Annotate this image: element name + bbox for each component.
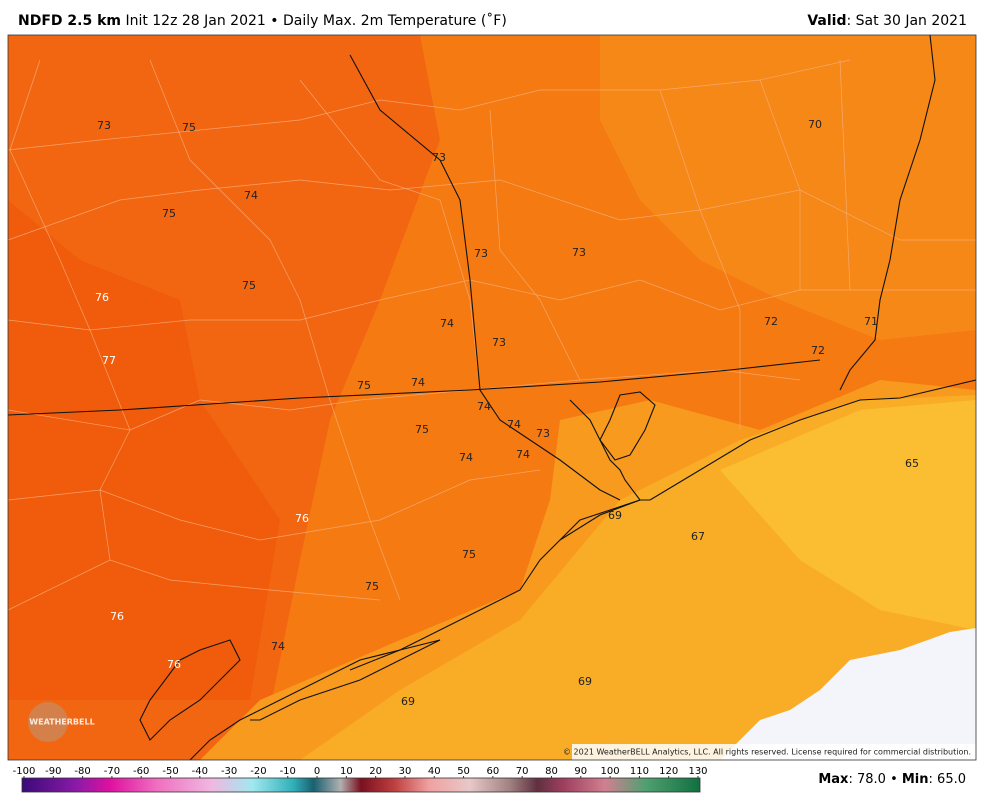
- map-label: 72: [811, 344, 825, 357]
- colorbar-tick-label: 10: [340, 766, 353, 777]
- map-label: 70: [808, 118, 822, 131]
- map-label: 74: [516, 448, 530, 461]
- map: 73 75 73 70 74 75 73 73 75 76 74 72 71 7…: [8, 35, 976, 760]
- map-label: 74: [507, 418, 521, 431]
- colorbar-tick-label: 30: [399, 766, 412, 777]
- map-label: 75: [242, 279, 256, 292]
- map-label: 74: [477, 400, 491, 413]
- colorbar-tick-label: -20: [250, 766, 266, 777]
- map-label: 75: [162, 207, 176, 220]
- map-label: 76: [95, 291, 109, 304]
- colorbar-tick-label: 40: [428, 766, 441, 777]
- map-label: 74: [440, 317, 454, 330]
- colorbar-tick-label: 70: [516, 766, 529, 777]
- map-label: 76: [167, 658, 181, 671]
- header-right: Valid: Sat 30 Jan 2021: [807, 13, 967, 29]
- map-label: 73: [572, 246, 586, 259]
- map-label: 76: [110, 610, 124, 623]
- map-label: 69: [578, 675, 592, 688]
- map-label: 73: [97, 119, 111, 132]
- colorbar-tick-label: 90: [574, 766, 587, 777]
- map-label: 73: [492, 336, 506, 349]
- map-label: 73: [536, 427, 550, 440]
- colorbar-tick-label: 80: [545, 766, 558, 777]
- colorbar-tick-label: 60: [487, 766, 500, 777]
- colorbar-tick-label: 0: [314, 766, 320, 777]
- colorbar-tick-label: 120: [659, 766, 678, 777]
- colorbar-tick-label: -90: [45, 766, 61, 777]
- footer-stats: Max: 78.0 • Min: 65.0: [818, 772, 966, 787]
- copyright: © 2021 WeatherBELL Analytics, LLC. All r…: [563, 748, 971, 757]
- map-label: 75: [462, 548, 476, 561]
- colorbar-tick-label: 20: [369, 766, 382, 777]
- colorbar-tick-label: -100: [13, 766, 36, 777]
- map-label: 74: [411, 376, 425, 389]
- logo-text: WEATHERBELL: [29, 718, 94, 727]
- header-left: NDFD 2.5 km Init 12z 28 Jan 2021 • Daily…: [18, 12, 507, 29]
- map-label: 75: [182, 121, 196, 134]
- colorbar-tick-label: -40: [192, 766, 208, 777]
- map-label: 74: [459, 451, 473, 464]
- colorbar-tick-label: -50: [162, 766, 178, 777]
- map-label: 75: [365, 580, 379, 593]
- map-label: 74: [271, 640, 285, 653]
- colorbar-tick-label: -10: [280, 766, 296, 777]
- map-label: 73: [474, 247, 488, 260]
- colorbar-tick-label: -30: [221, 766, 237, 777]
- map-label: 71: [864, 315, 878, 328]
- map-label: 67: [691, 530, 705, 543]
- map-label: 77: [102, 354, 116, 367]
- map-label: 69: [401, 695, 415, 708]
- map-label: 72: [764, 315, 778, 328]
- colorbar-tick-label: 100: [601, 766, 620, 777]
- map-label: 74: [244, 189, 258, 202]
- colorbar-tick-label: 110: [630, 766, 649, 777]
- map-label: 76: [295, 512, 309, 525]
- colorbar-tick-label: 50: [457, 766, 470, 777]
- colorbar-tick-label: 130: [688, 766, 707, 777]
- logo-mark: [28, 702, 68, 742]
- map-label: 65: [905, 457, 919, 470]
- map-label: 69: [608, 509, 622, 522]
- map-label: 73: [432, 151, 446, 164]
- map-label: 75: [357, 379, 371, 392]
- map-label: 75: [415, 423, 429, 436]
- colorbar: [21, 777, 701, 793]
- colorbar-tick-label: -70: [104, 766, 120, 777]
- colorbar-ticks: -100 -90 -80 -70 -60 -50 -40 -30 -20 -10 0 10 20 30 40…: [13, 766, 708, 778]
- colorbar-tick-label: -60: [133, 766, 149, 777]
- colorbar-tick-label: -80: [74, 766, 90, 777]
